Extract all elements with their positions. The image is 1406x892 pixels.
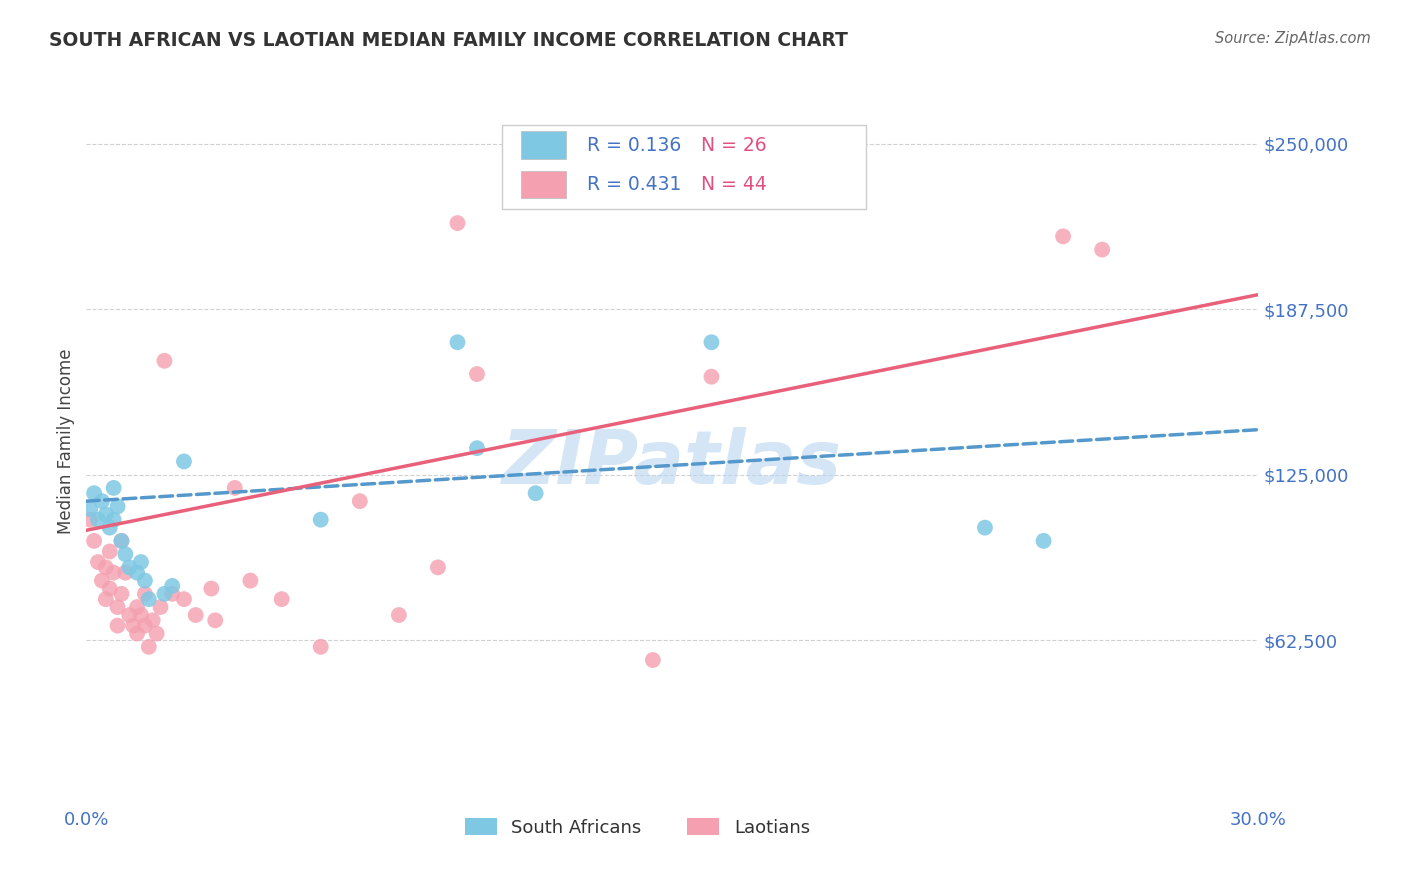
- Point: [129, 555, 152, 569]
- Point: [94, 508, 117, 522]
- Text: Source: ZipAtlas.com: Source: ZipAtlas.com: [1215, 31, 1371, 46]
- Point: [641, 653, 664, 667]
- Text: R = 0.136: R = 0.136: [586, 136, 681, 154]
- Point: [162, 579, 184, 593]
- Point: [388, 607, 411, 622]
- Point: [110, 533, 132, 548]
- Point: [153, 353, 176, 368]
- Point: [134, 618, 156, 632]
- Text: N = 44: N = 44: [700, 175, 766, 194]
- Point: [426, 560, 449, 574]
- FancyBboxPatch shape: [522, 170, 565, 198]
- Point: [1091, 243, 1114, 257]
- Text: ZIPatlas: ZIPatlas: [502, 427, 842, 500]
- Point: [90, 494, 112, 508]
- Legend: South Africans, Laotians: South Africans, Laotians: [457, 811, 817, 844]
- Point: [118, 560, 141, 574]
- Point: [173, 454, 195, 468]
- Point: [110, 587, 132, 601]
- Point: [204, 613, 226, 627]
- Point: [107, 600, 129, 615]
- Text: R = 0.431: R = 0.431: [586, 175, 681, 194]
- Point: [87, 513, 110, 527]
- Point: [127, 626, 149, 640]
- Point: [173, 592, 195, 607]
- Point: [103, 481, 125, 495]
- Point: [142, 613, 165, 627]
- Point: [309, 513, 332, 527]
- Point: [94, 592, 117, 607]
- Point: [200, 582, 222, 596]
- Text: SOUTH AFRICAN VS LAOTIAN MEDIAN FAMILY INCOME CORRELATION CHART: SOUTH AFRICAN VS LAOTIAN MEDIAN FAMILY I…: [49, 31, 848, 50]
- Point: [1052, 229, 1074, 244]
- Point: [103, 513, 125, 527]
- Point: [114, 566, 136, 580]
- Point: [465, 441, 488, 455]
- Point: [134, 574, 156, 588]
- Point: [162, 587, 184, 601]
- Point: [90, 574, 112, 588]
- Point: [224, 481, 246, 495]
- Text: N = 26: N = 26: [700, 136, 766, 154]
- Point: [127, 600, 149, 615]
- Point: [700, 369, 723, 384]
- Point: [446, 216, 468, 230]
- Point: [270, 592, 292, 607]
- Point: [309, 640, 332, 654]
- Point: [974, 521, 997, 535]
- Point: [87, 555, 110, 569]
- Point: [138, 592, 160, 607]
- Point: [107, 500, 129, 514]
- Point: [149, 600, 172, 615]
- Point: [145, 626, 167, 640]
- Point: [1032, 533, 1054, 548]
- Point: [446, 335, 468, 350]
- FancyBboxPatch shape: [522, 131, 565, 159]
- Point: [184, 607, 207, 622]
- Point: [239, 574, 262, 588]
- Point: [83, 533, 105, 548]
- Point: [465, 367, 488, 381]
- Point: [98, 582, 121, 596]
- Point: [118, 607, 141, 622]
- Point: [153, 587, 176, 601]
- Point: [524, 486, 547, 500]
- Point: [127, 566, 149, 580]
- Point: [79, 513, 101, 527]
- Point: [114, 547, 136, 561]
- Point: [94, 560, 117, 574]
- Point: [107, 618, 129, 632]
- FancyBboxPatch shape: [502, 125, 866, 209]
- Point: [103, 566, 125, 580]
- Point: [110, 533, 132, 548]
- Point: [79, 502, 101, 516]
- Point: [122, 618, 145, 632]
- Point: [700, 335, 723, 350]
- Point: [98, 521, 121, 535]
- Point: [129, 607, 152, 622]
- Point: [98, 544, 121, 558]
- Y-axis label: Median Family Income: Median Family Income: [58, 349, 75, 534]
- Point: [134, 587, 156, 601]
- Point: [138, 640, 160, 654]
- Point: [83, 486, 105, 500]
- Point: [349, 494, 371, 508]
